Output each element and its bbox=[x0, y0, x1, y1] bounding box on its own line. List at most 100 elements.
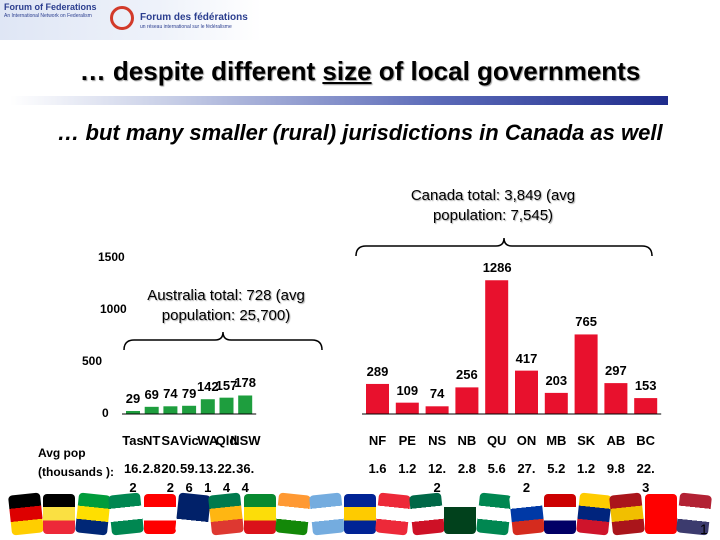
avg-pop-value-sa: 20. 2 bbox=[161, 461, 180, 495]
avg-pop-value-vic: 59. 6 bbox=[180, 461, 199, 495]
bar-sk bbox=[574, 334, 598, 414]
category-label-sa: SA bbox=[161, 433, 180, 448]
slide-title: … despite different size of local govern… bbox=[0, 56, 720, 87]
flag-canada-icon bbox=[143, 494, 176, 534]
avg-pop-value-nb: 2.8 bbox=[457, 461, 476, 476]
flag-ethiopia-icon bbox=[243, 494, 276, 534]
member-flags-strip bbox=[0, 490, 720, 540]
bar-sa bbox=[163, 406, 178, 414]
avg-pop-value-bc: 22. 3 bbox=[636, 461, 655, 495]
flag-switzerland-icon bbox=[644, 494, 677, 534]
value-label-vic: 79 bbox=[181, 385, 197, 401]
slide-title-pre: … despite different bbox=[79, 56, 323, 86]
logo-en-subtext: An International Network on Federalism bbox=[4, 13, 92, 19]
flag-austria-icon bbox=[375, 492, 412, 536]
slide-subtitle: … but many smaller (rural) jurisdictions… bbox=[57, 120, 663, 145]
value-label-ab: 297 bbox=[605, 363, 627, 379]
bar-on bbox=[515, 370, 538, 414]
value-label-ns: 74 bbox=[429, 386, 445, 402]
category-label-qld: Qld bbox=[215, 433, 238, 448]
category-label-tas: Tas bbox=[122, 433, 144, 448]
canada-brace bbox=[355, 237, 653, 257]
category-label-ab: AB bbox=[606, 433, 626, 448]
bar-wa bbox=[200, 399, 215, 414]
value-label-nsw: 178 bbox=[234, 375, 257, 391]
category-label-pe: PE bbox=[398, 433, 416, 448]
flag-nigeria-2-icon bbox=[475, 492, 512, 536]
slide-title-post: of local governments bbox=[371, 56, 641, 86]
bar-tas bbox=[126, 410, 140, 414]
avg-pop-value-nsw: 36. 4 bbox=[236, 461, 255, 495]
y-tick-label: 0 bbox=[102, 406, 109, 420]
bar-bc bbox=[634, 398, 658, 414]
title-divider bbox=[10, 96, 668, 105]
flag-nigeria-icon bbox=[108, 492, 145, 536]
category-label-bc: BC bbox=[636, 433, 656, 448]
avg-pop-value-tas: 16. 2 bbox=[123, 461, 143, 495]
flag-malaysia-icon bbox=[544, 494, 577, 534]
value-label-nt: 69 bbox=[144, 386, 159, 402]
category-label-mb: MB bbox=[546, 433, 567, 448]
avg-pop-value-sk: 1.2 bbox=[577, 461, 596, 476]
flag-pakistan-icon bbox=[444, 494, 477, 534]
braces-group bbox=[123, 237, 653, 351]
logo-forum-des-federations: Forum des fédérations un réseau internat… bbox=[140, 12, 260, 30]
bar-vic bbox=[182, 405, 197, 414]
bar-nf bbox=[366, 383, 389, 414]
category-label-nt: NT bbox=[143, 433, 161, 448]
flag-venezuela-icon bbox=[575, 492, 612, 536]
logo-forum-of-federations: Forum of Federations An International Ne… bbox=[4, 2, 104, 19]
avg-pop-value-ns: 12. 2 bbox=[428, 461, 447, 495]
bar-nb bbox=[455, 387, 479, 414]
y-tick-label: 1000 bbox=[100, 302, 127, 316]
category-label-qu: QU bbox=[486, 433, 507, 448]
bars-group bbox=[126, 280, 658, 414]
flag-bosnia-icon bbox=[344, 494, 376, 534]
value-label-on: 417 bbox=[515, 350, 538, 366]
logo-fr-subtext: un réseau international sur le fédéralis… bbox=[140, 24, 232, 30]
flag-argentina-icon bbox=[308, 492, 345, 536]
category-label-on: ON bbox=[516, 433, 537, 448]
flag-germany-icon bbox=[7, 492, 45, 536]
bar-ns bbox=[425, 406, 449, 414]
bar-ab bbox=[604, 383, 628, 414]
category-label-ns: NS bbox=[428, 433, 447, 448]
avg-pop-value-ab: 9.8 bbox=[606, 461, 625, 476]
flag-spain-icon bbox=[609, 492, 646, 536]
value-label-pe: 109 bbox=[396, 382, 419, 398]
australia-total-callout: Australia total: 728 (avg population: 25… bbox=[147, 287, 305, 324]
logo-en-text: Forum of Federations bbox=[4, 2, 97, 12]
forum-logo-icon bbox=[110, 6, 134, 30]
value-label-qu: 1286 bbox=[482, 260, 512, 276]
value-label-nf: 289 bbox=[366, 363, 389, 379]
flag-india-icon bbox=[275, 492, 312, 536]
australia-brace bbox=[123, 331, 323, 351]
bar-nsw bbox=[238, 395, 253, 414]
category-label-nf: NF bbox=[368, 433, 387, 448]
category-label-nb: NB bbox=[457, 433, 477, 448]
avg-pop-value-nf: 1.6 bbox=[368, 461, 387, 476]
slide-title-emphasis: size bbox=[322, 56, 372, 86]
value-label-sk: 765 bbox=[575, 314, 597, 330]
flag-south-africa-icon bbox=[208, 492, 245, 536]
avg-pop-value-pe: 1.2 bbox=[398, 461, 417, 476]
avg-pop-value-qu: 5.6 bbox=[487, 461, 506, 476]
value-label-sa: 74 bbox=[163, 386, 178, 402]
category-label-wa: WA bbox=[197, 433, 219, 448]
avg-pop-value-nt: 2.8 bbox=[142, 461, 161, 476]
bar-mb bbox=[544, 392, 568, 414]
avg-pop-value-mb: 5.2 bbox=[547, 461, 566, 476]
canada-total-callout: Canada total: 3,849 (avg population: 7,5… bbox=[410, 187, 576, 224]
bar-nt bbox=[144, 406, 159, 414]
avg-pop-value-on: 27. 2 bbox=[517, 461, 536, 495]
value-label-bc: 153 bbox=[634, 378, 657, 394]
flag-belgium-icon bbox=[43, 494, 76, 534]
avg-pop-value-qld: 22. 4 bbox=[217, 461, 236, 495]
page-number: 1 bbox=[700, 521, 708, 537]
value-label-wa: 142 bbox=[196, 379, 219, 395]
y-tick-label: 1500 bbox=[98, 250, 125, 264]
bar-qld bbox=[219, 397, 234, 414]
category-label-sk: SK bbox=[577, 433, 596, 448]
logo-fr-text: Forum des fédérations bbox=[140, 12, 248, 23]
